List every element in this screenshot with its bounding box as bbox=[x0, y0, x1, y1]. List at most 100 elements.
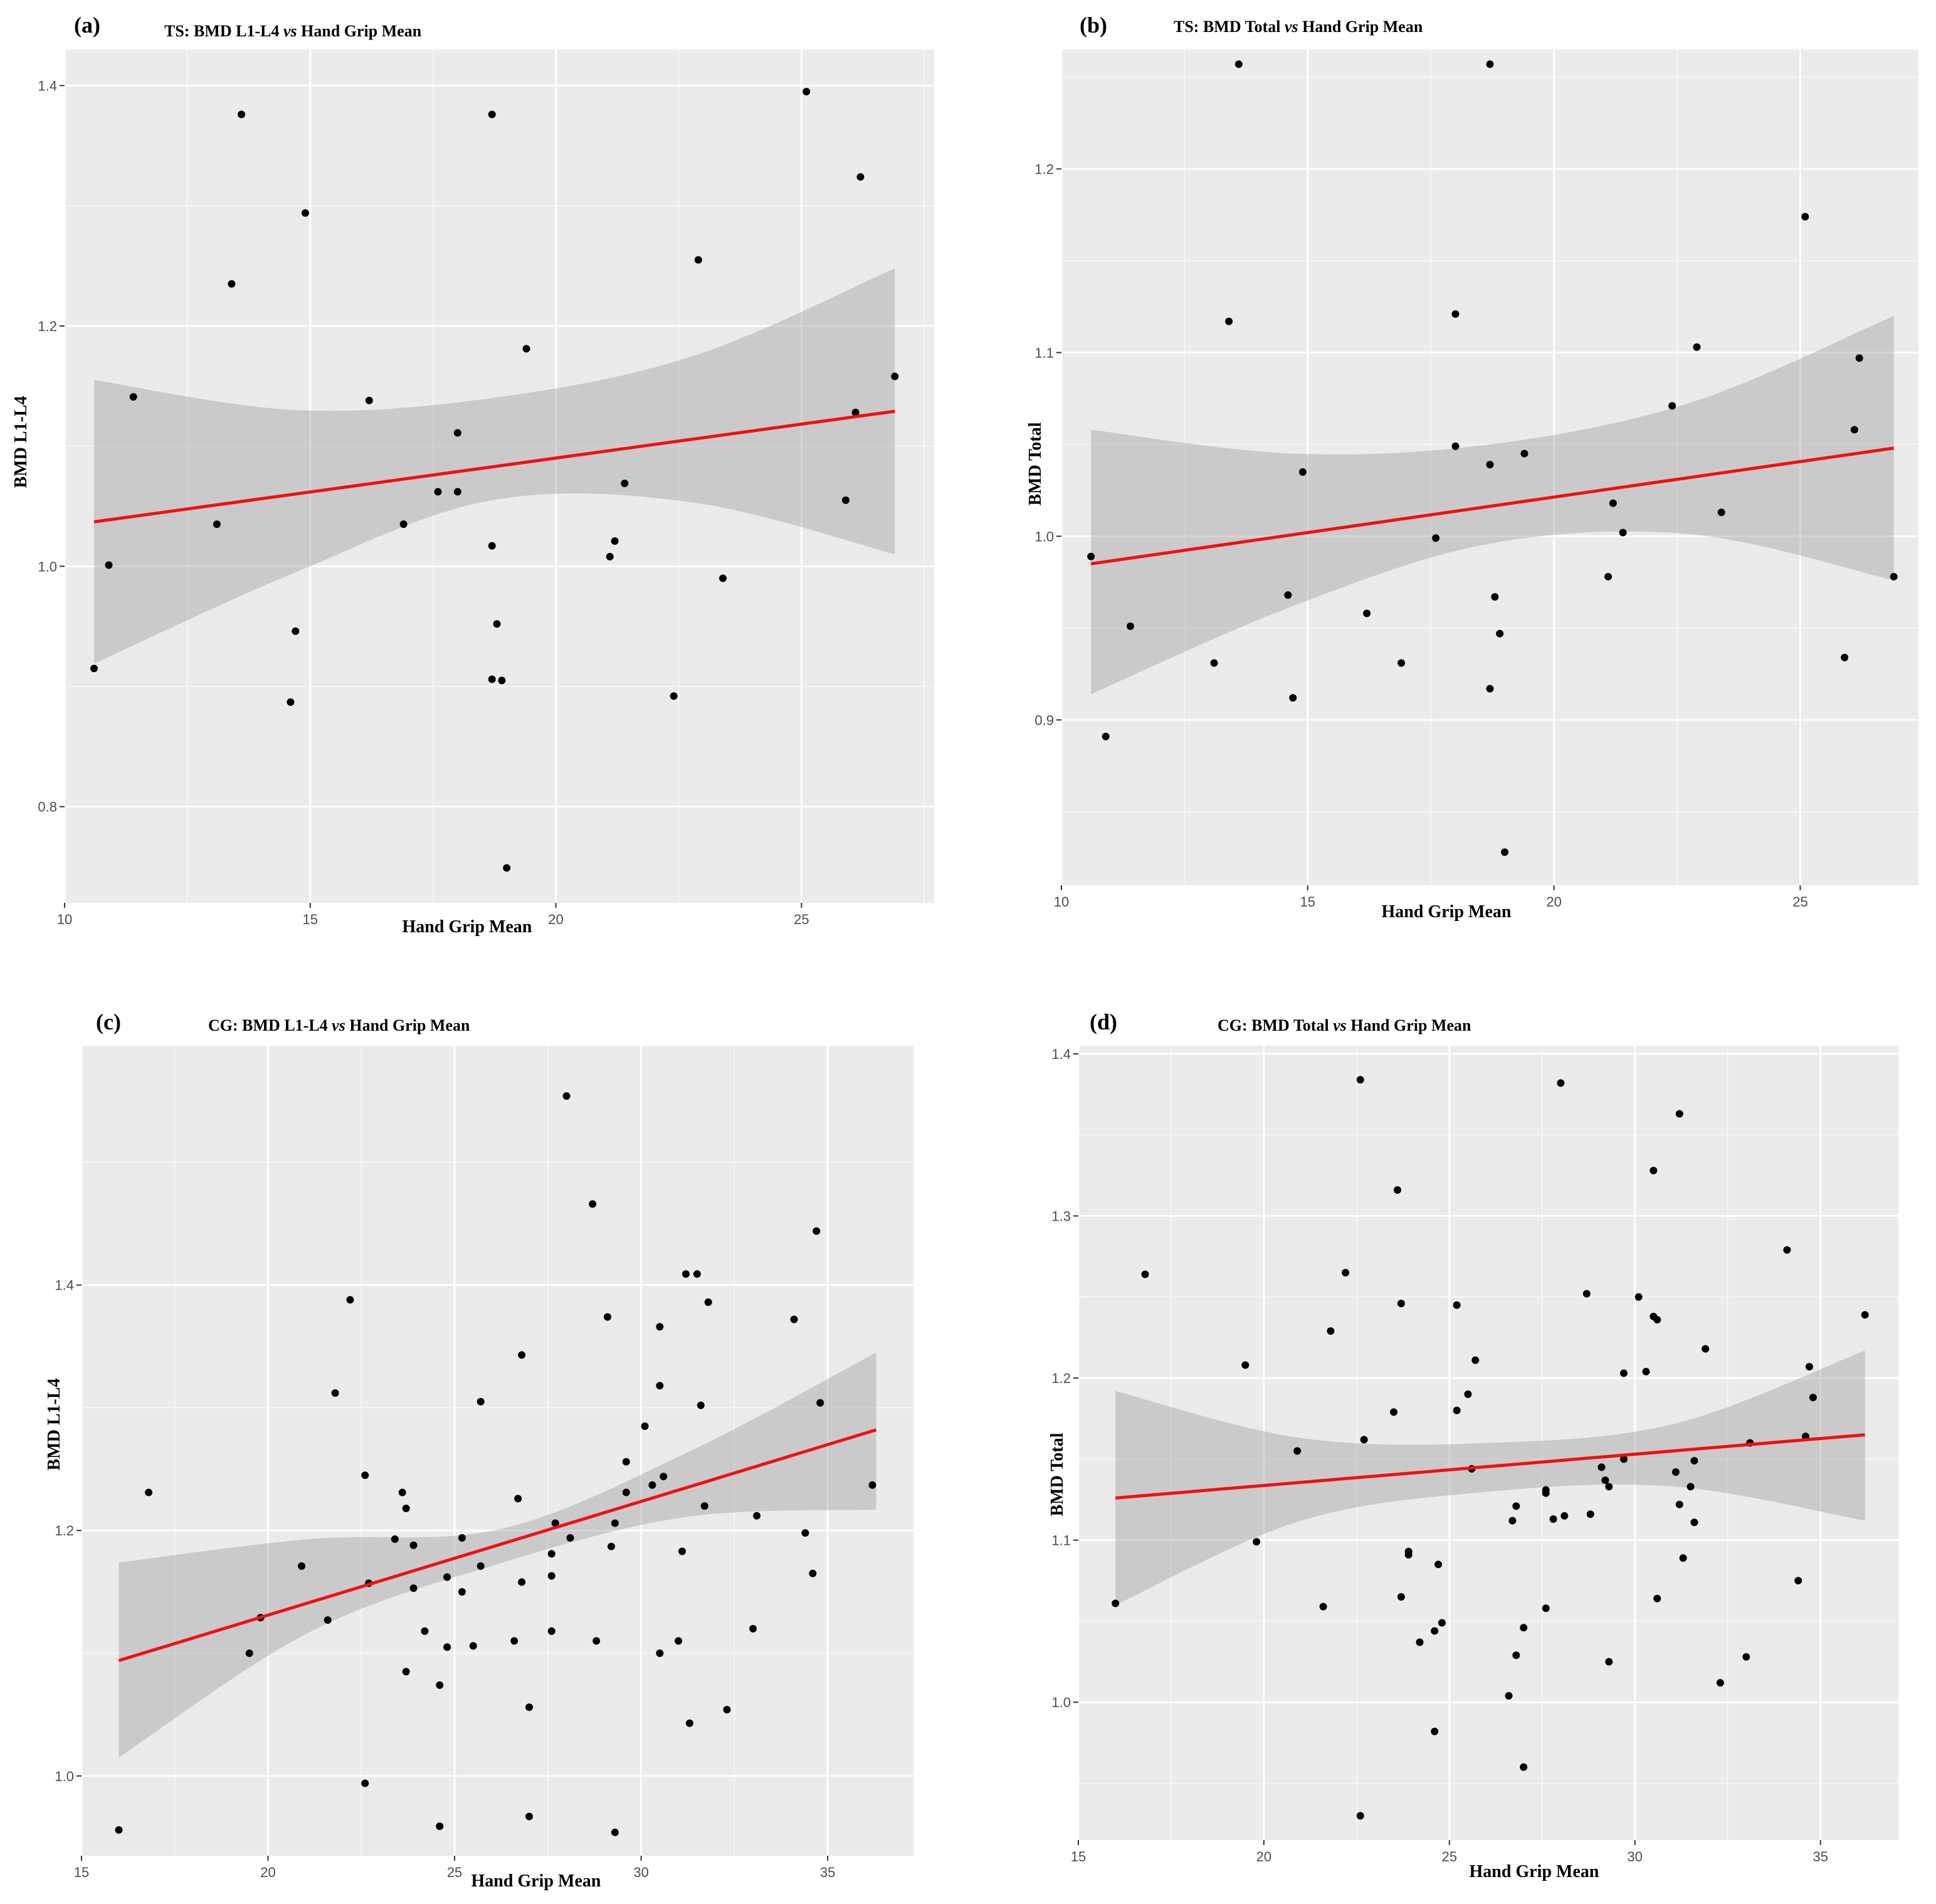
data-point bbox=[1512, 1651, 1520, 1659]
x-tick-label: 35 bbox=[820, 1865, 835, 1880]
data-point bbox=[402, 1505, 410, 1513]
data-point bbox=[621, 480, 629, 488]
data-point bbox=[115, 1826, 123, 1834]
chart-title-suffix: Hand Grip Mean bbox=[1298, 18, 1423, 36]
data-point bbox=[409, 1541, 418, 1549]
data-point bbox=[1597, 1463, 1606, 1471]
data-point bbox=[1471, 1356, 1480, 1364]
data-point bbox=[518, 1351, 526, 1359]
data-point bbox=[1505, 1691, 1513, 1700]
data-point bbox=[1716, 1679, 1724, 1687]
data-point bbox=[298, 1562, 306, 1570]
data-point bbox=[1453, 1406, 1461, 1414]
y-tick-label: 1.2 bbox=[1034, 161, 1054, 177]
data-point bbox=[1557, 1079, 1565, 1087]
data-point bbox=[841, 496, 850, 504]
y-tick-label: 1.0 bbox=[1051, 1695, 1071, 1710]
plot-background bbox=[65, 50, 934, 903]
data-point bbox=[245, 1649, 253, 1657]
data-point bbox=[1327, 1327, 1335, 1335]
x-tick-label: 25 bbox=[447, 1865, 462, 1880]
chart-title: TS: BMD Total vs Hand Grip Mean bbox=[1174, 18, 1423, 36]
x-tick-label: 15 bbox=[1300, 894, 1315, 910]
data-point bbox=[1717, 508, 1725, 517]
data-point bbox=[790, 1315, 798, 1323]
data-point bbox=[1397, 659, 1406, 667]
data-point bbox=[719, 574, 727, 582]
data-point bbox=[1549, 1515, 1557, 1523]
data-point bbox=[1783, 1246, 1791, 1254]
data-point bbox=[1225, 317, 1233, 325]
y-tick-label: 0.8 bbox=[38, 799, 57, 815]
data-point bbox=[228, 280, 236, 288]
data-point bbox=[656, 1323, 664, 1331]
chart-title-prefix: TS: BMD L1-L4 bbox=[164, 22, 283, 40]
data-point bbox=[606, 552, 614, 560]
data-point bbox=[622, 1488, 630, 1496]
data-point bbox=[493, 620, 501, 628]
data-point bbox=[1486, 461, 1494, 469]
data-point bbox=[361, 1779, 369, 1787]
data-point bbox=[1360, 1436, 1368, 1444]
data-point bbox=[749, 1624, 757, 1633]
chart-title: TS: BMD L1-L4 vs Hand Grip Mean bbox=[164, 22, 422, 40]
data-point bbox=[1404, 1550, 1413, 1559]
x-tick-label: 25 bbox=[1792, 894, 1807, 910]
data-point bbox=[1582, 1290, 1591, 1298]
data-point bbox=[1486, 685, 1494, 693]
data-point bbox=[476, 1562, 485, 1570]
data-point bbox=[287, 698, 295, 706]
data-point bbox=[346, 1296, 354, 1304]
data-point bbox=[129, 392, 137, 401]
data-point bbox=[1586, 1510, 1594, 1518]
data-point bbox=[1486, 60, 1494, 68]
data-point bbox=[1649, 1167, 1658, 1175]
data-point bbox=[611, 537, 619, 545]
chart-title-prefix: CG: BMD Total bbox=[1218, 1016, 1333, 1034]
x-tick-label: 35 bbox=[1812, 1849, 1828, 1865]
data-point bbox=[562, 1092, 571, 1100]
data-point bbox=[1675, 1110, 1683, 1118]
data-point bbox=[1289, 694, 1297, 702]
data-point bbox=[1560, 1512, 1569, 1520]
data-point bbox=[434, 488, 442, 496]
data-point bbox=[723, 1706, 731, 1714]
chart-title-suffix: Hand Grip Mean bbox=[1347, 1016, 1471, 1034]
data-point bbox=[1431, 1727, 1439, 1735]
data-point bbox=[1210, 659, 1218, 667]
chart-title: CG: BMD L1-L4 vs Hand Grip Mean bbox=[208, 1016, 470, 1034]
data-point bbox=[648, 1481, 656, 1489]
data-point bbox=[1451, 310, 1460, 318]
data-point bbox=[1620, 1455, 1628, 1463]
data-point bbox=[1690, 1518, 1698, 1527]
chart-title-suffix: Hand Grip Mean bbox=[297, 22, 422, 40]
data-point bbox=[700, 1502, 708, 1510]
y-axis-title: BMD L1-L4 bbox=[45, 1379, 64, 1471]
data-point bbox=[436, 1681, 444, 1689]
data-point bbox=[891, 372, 899, 381]
data-point bbox=[1432, 534, 1440, 542]
panel-b: 10 15 20 25 0.9 1.0 1.1 1.2 (b) TS: BMD Total vs … bbox=[1026, 13, 1918, 922]
data-point bbox=[1390, 1408, 1398, 1416]
data-point bbox=[1496, 629, 1504, 638]
data-point bbox=[213, 520, 221, 529]
panel-d: 15 20 25 30 35 1.0 1.1 1.2 1.3 1.4 (d) CG: BMD Tota… bbox=[1048, 1009, 1898, 1881]
y-tick-label: 1.4 bbox=[1051, 1046, 1071, 1062]
data-point bbox=[522, 345, 530, 353]
data-point bbox=[1284, 591, 1292, 599]
data-point bbox=[656, 1649, 664, 1657]
data-point bbox=[660, 1473, 668, 1481]
data-point bbox=[1742, 1653, 1750, 1661]
y-tick-label: 1.2 bbox=[55, 1523, 74, 1538]
data-point bbox=[525, 1703, 534, 1712]
plot-background bbox=[82, 1046, 913, 1856]
data-point bbox=[611, 1828, 619, 1836]
data-point bbox=[1890, 572, 1898, 581]
data-point bbox=[391, 1535, 399, 1543]
data-point bbox=[622, 1458, 630, 1466]
data-point bbox=[458, 1533, 466, 1542]
x-tick-label: 15 bbox=[1071, 1849, 1086, 1865]
data-point bbox=[1397, 1300, 1405, 1308]
confidence-band bbox=[1115, 1350, 1865, 1606]
data-point bbox=[525, 1812, 534, 1821]
